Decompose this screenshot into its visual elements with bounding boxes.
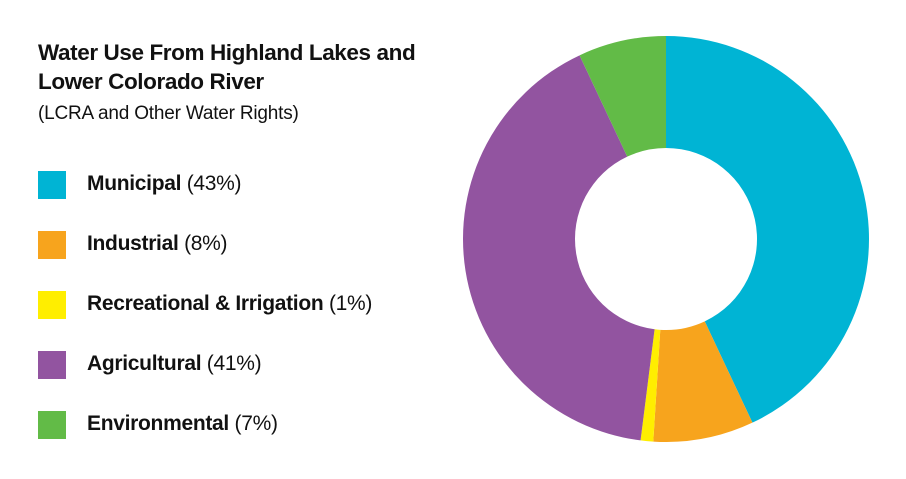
chart-title: Water Use From Highland Lakes and Lower … xyxy=(38,40,416,94)
legend-text: Agricultural (41%) xyxy=(87,344,262,384)
legend-swatch-municipal xyxy=(38,171,66,199)
legend-percent: (41%) xyxy=(206,352,262,375)
legend-item-agricultural: Agricultural (41%) xyxy=(38,344,372,404)
legend-text: Industrial (8%) xyxy=(87,224,228,264)
legend-name: Recreational & Irrigation xyxy=(87,292,324,315)
legend-swatch-recreational-irrigation xyxy=(38,291,66,319)
donut-slice-agricultural xyxy=(462,55,655,441)
legend-name: Agricultural xyxy=(87,352,202,375)
legend-percent: (8%) xyxy=(184,232,228,255)
legend-percent: (43%) xyxy=(186,172,242,195)
legend-name: Industrial xyxy=(87,232,179,255)
legend-swatch-environmental xyxy=(38,411,66,439)
donut-slice-industrial xyxy=(653,321,753,442)
legend: Municipal (43%) Industrial (8%) Recreati… xyxy=(38,164,372,464)
donut-slice-environmental xyxy=(579,36,666,157)
legend-percent: (7%) xyxy=(234,412,278,435)
legend-text: Recreational & Irrigation (1%) xyxy=(87,284,372,324)
legend-item-environmental: Environmental (7%) xyxy=(38,404,372,464)
legend-name: Environmental xyxy=(87,412,229,435)
donut-slice-recreational-irrigation xyxy=(640,329,661,442)
donut-slice-municipal xyxy=(666,36,869,423)
legend-swatch-agricultural xyxy=(38,351,66,379)
legend-item-recreational-irrigation: Recreational & Irrigation (1%) xyxy=(38,284,372,344)
legend-name: Municipal xyxy=(87,172,182,195)
chart-subtitle: (LCRA and Other Water Rights) xyxy=(38,103,299,124)
legend-text: Municipal (43%) xyxy=(87,164,242,204)
legend-swatch-industrial xyxy=(38,231,66,259)
legend-item-municipal: Municipal (43%) xyxy=(38,164,372,224)
legend-item-industrial: Industrial (8%) xyxy=(38,224,372,284)
legend-percent: (1%) xyxy=(328,292,373,315)
legend-text: Environmental (7%) xyxy=(87,404,278,444)
